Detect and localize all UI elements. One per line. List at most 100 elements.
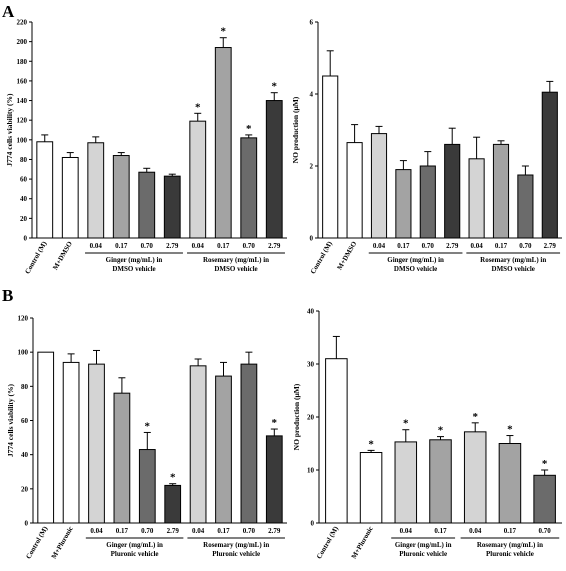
- y-axis-title: NO production (μM): [292, 383, 301, 450]
- y-tick-label: 40: [21, 451, 29, 459]
- group-label: Rosemary (mg/mL) in: [477, 541, 543, 549]
- chart-b-viability: 0 20 40 60 80 100 120 J774 cells viability (%) *…: [6, 315, 287, 560]
- group-label: Ginger (mg/mL) in: [106, 256, 163, 264]
- y-tick-label: 120: [17, 117, 28, 125]
- group-label: Pluronic vehicle: [486, 550, 534, 558]
- significance-marker: *: [272, 417, 278, 429]
- x-tick-label: M+DMSO: [336, 240, 359, 272]
- y-tick-label: 2: [310, 163, 314, 171]
- x-tick-label: 0.04: [470, 242, 483, 250]
- y-tick-label: 180: [17, 58, 28, 66]
- x-tick-label: 2.79: [167, 527, 180, 535]
- x-tick-label: 0.17: [217, 527, 230, 535]
- bar: [265, 100, 283, 239]
- bar: [189, 365, 207, 524]
- x-tick-label: M+DMSO: [51, 240, 74, 272]
- group-label: DMSO vehicle: [492, 265, 535, 273]
- y-tick-label: 120: [18, 315, 29, 323]
- x-tick-label: 0.04: [400, 527, 413, 535]
- x-tick-label: 0.70: [243, 242, 256, 250]
- x-tick-label: 0.17: [397, 242, 410, 250]
- y-tick-label: 20: [21, 485, 29, 493]
- y-tick-label: 0: [24, 235, 28, 243]
- x-tick-label: 0.70: [243, 527, 256, 535]
- x-tick-label: 0.04: [90, 527, 103, 535]
- y-tick-label: 220: [17, 19, 28, 27]
- x-tick-label: M+Pluronic: [350, 525, 375, 560]
- bar: [463, 431, 487, 524]
- x-tick-label: 0.04: [192, 527, 205, 535]
- bar: [419, 165, 436, 239]
- bar: [444, 143, 461, 239]
- y-tick-label: 200: [17, 38, 28, 46]
- x-tick-label: 0.70: [141, 527, 154, 535]
- bar: [325, 358, 348, 524]
- bar: [240, 137, 258, 239]
- significance-marker: *: [403, 418, 409, 430]
- x-tick-label: Control (M): [24, 524, 49, 560]
- y-tick-label: 20: [20, 215, 28, 223]
- y-tick-label: 0: [25, 520, 29, 528]
- bar: [87, 142, 105, 239]
- y-tick-label: 40: [20, 195, 28, 203]
- group-label: Ginger (mg/mL) in: [106, 541, 163, 549]
- bar: [163, 175, 181, 239]
- y-tick-label: 80: [21, 383, 29, 391]
- significance-marker: *: [542, 458, 548, 470]
- group-label: DMSO vehicle: [214, 265, 257, 273]
- x-tick-label: 0.70: [539, 527, 552, 535]
- bar: [37, 351, 55, 524]
- y-tick-label: 100: [17, 136, 28, 144]
- x-tick-label: 0.04: [90, 242, 103, 250]
- bar: [62, 361, 80, 524]
- bar: [138, 171, 156, 239]
- group-label: Rosemary (mg/mL) in: [203, 256, 269, 264]
- bar: [189, 120, 207, 239]
- significance-marker: *: [145, 420, 151, 432]
- y-tick-label: 60: [20, 176, 28, 184]
- group-label: Ginger (mg/mL) in: [395, 541, 452, 549]
- chart-a-no-production: 0 2 4 6 NO production (μM) Control (M) M+DMSO 0…: [291, 19, 562, 275]
- bar: [164, 484, 182, 524]
- x-tick-label: 2.79: [446, 242, 459, 250]
- bar: [322, 75, 339, 239]
- group-label: Pluronic vehicle: [212, 550, 260, 558]
- bar: [395, 169, 412, 239]
- x-tick-label: 0.17: [115, 242, 128, 250]
- bar: [61, 156, 79, 239]
- x-tick-label: 0.70: [141, 242, 154, 250]
- x-tick-label: 0.70: [422, 242, 435, 250]
- significance-marker: *: [507, 424, 513, 436]
- y-tick-label: 20: [307, 414, 315, 422]
- x-tick-label: 0.04: [192, 242, 205, 250]
- significance-marker: *: [195, 101, 201, 113]
- y-axis-title: J774 cells viability (%): [5, 93, 14, 167]
- significance-marker: *: [472, 411, 478, 423]
- x-tick-label: 0.17: [495, 242, 508, 250]
- significance-marker: *: [221, 26, 227, 38]
- y-tick-label: 100: [18, 349, 29, 357]
- y-tick-label: 10: [307, 467, 315, 475]
- chart-a-viability: 0 20 40 60 80 100 120 140 160 180 200 220 J774 cells…: [5, 19, 287, 275]
- bar: [138, 449, 156, 524]
- bar: [429, 439, 452, 524]
- y-tick-label: 30: [307, 361, 315, 369]
- x-tick-label: M+Pluronic: [50, 525, 75, 560]
- bar: [498, 443, 522, 524]
- y-tick-label: 0: [310, 235, 314, 243]
- x-tick-label: Control (M): [315, 524, 340, 560]
- y-tick-label: 40: [307, 308, 315, 316]
- x-tick-label: 0.70: [519, 242, 532, 250]
- x-tick-label: 0.04: [469, 527, 482, 535]
- bar: [468, 158, 485, 239]
- group-label: DMSO vehicle: [112, 265, 155, 273]
- significance-marker: *: [170, 472, 176, 484]
- bar: [517, 174, 534, 239]
- group-label: Pluronic vehicle: [399, 550, 447, 558]
- x-tick-label: 2.79: [544, 242, 557, 250]
- bar: [265, 435, 283, 524]
- bar: [370, 133, 388, 239]
- x-tick-label: 2.79: [166, 242, 179, 250]
- significance-marker: *: [246, 123, 252, 135]
